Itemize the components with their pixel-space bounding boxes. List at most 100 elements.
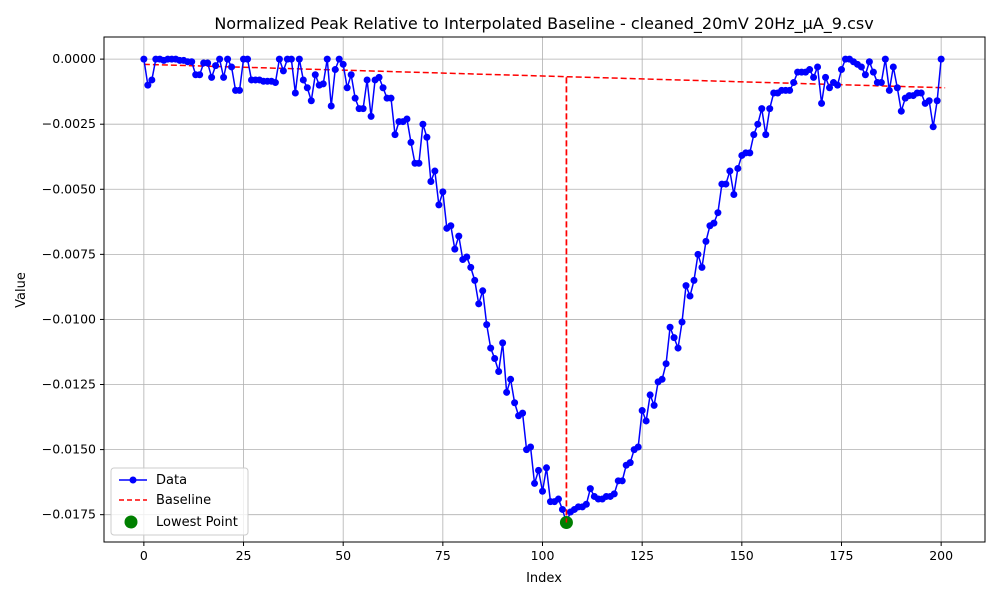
data-point: [519, 409, 527, 417]
data-point: [527, 443, 535, 451]
data-point: [140, 55, 148, 63]
data-point: [531, 479, 539, 487]
data-series: [140, 55, 945, 526]
data-point: [331, 66, 339, 74]
data-point: [674, 344, 682, 352]
data-point: [933, 97, 941, 105]
data-point: [144, 81, 152, 89]
data-point: [359, 105, 367, 113]
data-point: [487, 344, 495, 352]
data-point: [698, 263, 706, 271]
data-point: [762, 131, 770, 139]
data-point: [303, 84, 311, 92]
data-point: [666, 323, 674, 331]
data-point: [646, 391, 654, 399]
plot-frame: [103, 36, 986, 543]
data-point: [826, 84, 834, 92]
data-point: [869, 68, 877, 76]
grid-lines: [104, 37, 985, 542]
data-point: [758, 105, 766, 113]
x-tick-label: 50: [335, 548, 351, 563]
data-point: [834, 81, 841, 89]
data-point: [236, 86, 244, 94]
legend-label-lowest: Lowest Point: [156, 515, 238, 530]
legend-label-data: Data: [156, 473, 187, 488]
data-point: [228, 63, 236, 71]
data-point: [694, 250, 702, 258]
data-point: [335, 55, 343, 63]
data-point: [471, 276, 479, 284]
data-point: [734, 164, 742, 172]
data-point: [642, 417, 650, 425]
data-point: [786, 86, 794, 94]
data-point: [857, 63, 865, 71]
data-point: [379, 84, 387, 92]
data-point: [447, 222, 455, 230]
data-point: [662, 360, 670, 368]
x-tick-label: 150: [730, 548, 754, 563]
data-point: [750, 131, 758, 139]
y-tick-label: −0.0100: [42, 311, 96, 326]
data-point: [148, 76, 156, 84]
data-point: [806, 66, 814, 74]
legend-lowest-marker: [124, 515, 138, 529]
data-point: [650, 401, 658, 409]
legend-label-baseline: Baseline: [156, 493, 211, 508]
x-axis-ticks: 0 25 50 75 100 125 150 175 200: [140, 542, 953, 563]
x-tick-label: 125: [630, 548, 654, 563]
y-tick-label: −0.0150: [42, 442, 96, 457]
data-point: [822, 73, 830, 81]
data-point: [479, 287, 487, 295]
data-point: [861, 71, 869, 79]
data-point: [391, 131, 399, 139]
data-point: [495, 368, 503, 375]
data-point: [670, 334, 678, 342]
data-point: [319, 80, 327, 88]
data-point: [818, 99, 826, 107]
x-axis-label: Index: [526, 571, 562, 586]
data-point: [889, 63, 897, 71]
data-point: [714, 209, 722, 217]
chart-title: Normalized Peak Relative to Interpolated…: [214, 14, 873, 34]
data-point: [658, 375, 666, 383]
x-tick-label: 100: [531, 548, 555, 563]
y-tick-label: −0.0125: [42, 377, 96, 392]
data-point: [766, 105, 774, 113]
data-point: [343, 84, 351, 92]
data-point: [196, 71, 204, 79]
data-point: [535, 466, 543, 474]
data-point: [483, 321, 491, 329]
data-point: [726, 167, 734, 175]
data-point: [690, 276, 698, 284]
data-point: [582, 500, 590, 508]
data-point: [618, 477, 626, 485]
y-axis-ticks: 0.0000 −0.0025 −0.0050 −0.0075 −0.0100 −0.012…: [42, 51, 104, 522]
y-axis-label: Value: [14, 272, 29, 308]
data-point: [790, 79, 798, 87]
x-tick-label: 0: [140, 548, 148, 563]
data-point: [610, 490, 618, 498]
data-point: [865, 58, 873, 66]
data-point: [542, 464, 550, 472]
data-point: [499, 339, 507, 347]
data-point: [327, 102, 335, 110]
data-point: [188, 58, 196, 66]
data-point: [423, 133, 431, 141]
data-point: [299, 76, 307, 84]
legend-box: [110, 467, 249, 536]
data-point: [295, 55, 303, 63]
data-point: [682, 282, 690, 290]
data-point: [554, 495, 562, 503]
data-point: [375, 73, 383, 81]
x-tick-label: 75: [435, 548, 451, 563]
data-point: [208, 73, 216, 81]
data-point: [220, 73, 228, 81]
data-point: [271, 79, 279, 87]
data-point: [347, 71, 355, 79]
data-point: [307, 97, 315, 105]
data-point: [503, 388, 511, 396]
x-tick-label: 175: [830, 548, 854, 563]
data-point: [710, 219, 718, 227]
data-point: [507, 375, 515, 383]
